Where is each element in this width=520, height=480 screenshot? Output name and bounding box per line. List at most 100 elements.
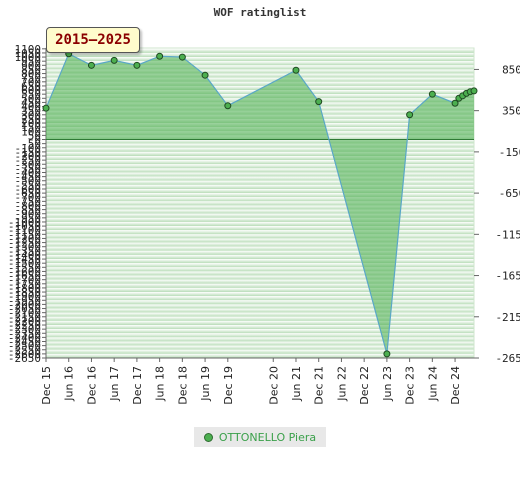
x-tick-label: Jun 19	[199, 366, 212, 402]
left-tick-label: -2200	[8, 315, 41, 328]
left-tick-label: -450	[15, 171, 42, 184]
left-tick-label: -200	[15, 150, 42, 163]
left-tick-label: 750	[21, 72, 41, 85]
left-tick-label: 250	[21, 113, 41, 126]
grid-band	[46, 226, 474, 231]
data-point[interactable]	[178, 53, 186, 61]
right-tick-label: -150	[499, 146, 520, 159]
left-tick-label: -1850	[8, 286, 41, 299]
grid-band	[46, 271, 474, 276]
data-point[interactable]	[470, 87, 478, 95]
grid-band	[46, 164, 474, 169]
legend[interactable]: OTTONELLO Piera	[194, 427, 326, 447]
grid-band	[46, 275, 474, 280]
grid-band	[46, 184, 474, 189]
data-point[interactable]	[42, 104, 50, 112]
left-tick-label: 500	[21, 92, 41, 105]
grid-band	[46, 209, 474, 214]
right-tick-label: -650	[499, 187, 520, 200]
grid-band	[46, 180, 474, 185]
grid-band	[46, 259, 474, 264]
left-tick-label: -2550	[8, 344, 41, 357]
grid-band	[46, 217, 474, 222]
data-point[interactable]	[87, 61, 95, 69]
left-tick-label: -2600	[8, 348, 41, 361]
grid-band	[46, 304, 474, 309]
left-tick-label: -550	[15, 179, 42, 192]
grid-band	[46, 349, 474, 354]
x-tick-label: Jun 21	[290, 366, 303, 402]
data-point[interactable]	[156, 52, 164, 60]
x-tick-label: Dec 20	[267, 366, 280, 405]
grid-band	[46, 85, 474, 91]
left-tick-label: 400	[21, 101, 41, 114]
right-tick-label: 350	[502, 105, 520, 118]
grid-band	[46, 300, 474, 305]
data-point[interactable]	[201, 71, 209, 79]
left-tick-label: -150	[15, 146, 42, 159]
grid-band	[46, 160, 474, 165]
series-points	[42, 50, 478, 358]
right-tick-label: -1150	[495, 228, 520, 241]
data-point[interactable]	[224, 102, 232, 110]
left-tick-label: -2150	[8, 311, 41, 324]
left-tick-label: 150	[21, 121, 41, 134]
grid-band	[46, 246, 474, 251]
grid-band	[46, 205, 474, 210]
left-tick-label: -850	[15, 204, 42, 217]
x-tick-label: Dec 22	[358, 366, 371, 405]
grid-band	[46, 287, 474, 293]
left-tick-label: -700	[15, 191, 42, 204]
left-tick-label: -1750	[8, 278, 41, 291]
x-tick-label: Dec 23	[404, 366, 417, 405]
grid-band	[46, 341, 474, 346]
left-tick-label: -1450	[8, 253, 41, 266]
grid-band	[46, 69, 474, 74]
left-tick-label: -1700	[8, 274, 41, 287]
left-tick-label: 850	[21, 63, 41, 76]
grid-band	[46, 172, 474, 177]
grid-band	[46, 57, 474, 62]
left-tick-label: -2000	[8, 298, 41, 311]
data-point[interactable]	[428, 90, 436, 98]
left-tick-label: -1950	[8, 294, 41, 307]
grid-band	[46, 320, 474, 326]
left-tick-label: -2100	[8, 307, 41, 320]
grid-band	[46, 250, 474, 255]
left-tick-label: -250	[15, 154, 42, 167]
grid-band	[46, 333, 474, 338]
grid-band	[46, 308, 474, 313]
grid-band	[46, 263, 474, 268]
left-tick-label: -1400	[8, 249, 41, 262]
left-tick-label: 350	[21, 105, 41, 118]
grid-band	[46, 81, 474, 86]
grid-band	[46, 329, 474, 334]
left-tick-label: -600	[15, 183, 42, 196]
left-tick-label: 1050	[15, 47, 42, 60]
grid-band	[46, 283, 474, 288]
left-tick-label: -2300	[8, 323, 41, 336]
left-tick-label: -300	[15, 158, 42, 171]
data-point[interactable]	[292, 66, 300, 74]
data-point[interactable]	[451, 99, 459, 107]
grid-band	[46, 147, 474, 152]
left-tick-label: -2450	[8, 336, 41, 349]
right-tick-label: 850	[502, 63, 520, 76]
data-point[interactable]	[315, 98, 323, 106]
left-tick-label: 1100	[15, 43, 42, 56]
left-tick-label: -800	[15, 199, 42, 212]
right-tick-label: -2150	[495, 311, 520, 324]
grid-band	[46, 234, 474, 239]
data-point[interactable]	[133, 61, 141, 69]
grid-band	[46, 151, 474, 157]
x-tick-label: Jun 22	[335, 366, 348, 402]
data-point[interactable]	[406, 111, 414, 119]
left-tick-label: -350	[15, 162, 42, 175]
left-tick-label: -2050	[8, 303, 41, 316]
left-tick-label: -1200	[8, 232, 41, 245]
data-point[interactable]	[383, 350, 391, 358]
left-tick-label: -1900	[8, 290, 41, 303]
data-point[interactable]	[110, 56, 118, 64]
chart-title: WOF ratinglist	[213, 6, 307, 19]
x-tick-label: Dec 15	[40, 366, 53, 405]
